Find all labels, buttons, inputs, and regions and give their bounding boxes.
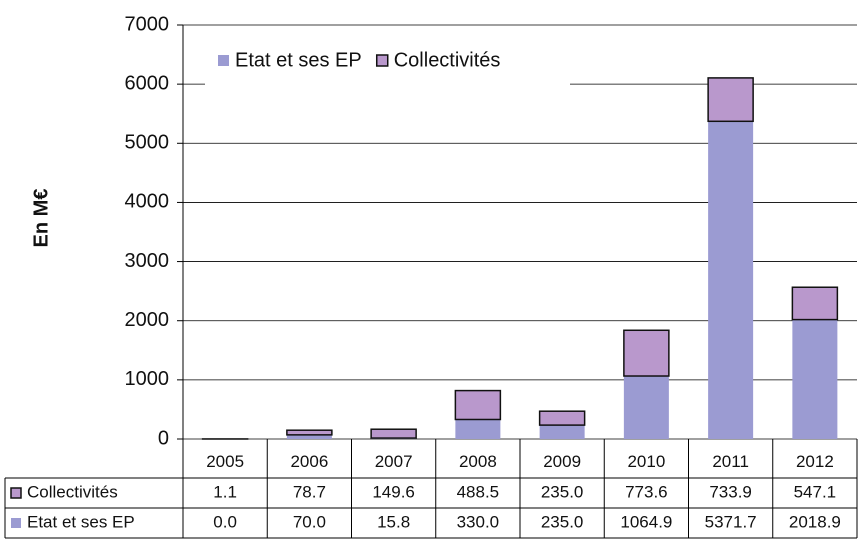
table-value: 5371.7 — [705, 512, 757, 531]
bar-segment — [286, 429, 333, 436]
bar-segment — [538, 410, 586, 426]
y-tick-label: 5000 — [125, 132, 170, 154]
table-value: 547.1 — [794, 482, 837, 501]
table-value: 733.9 — [709, 482, 752, 501]
table-value: 330.0 — [457, 512, 500, 531]
table-value: 78.7 — [293, 482, 326, 501]
bar-segment — [455, 419, 501, 439]
x-tick-label: 2005 — [206, 452, 244, 471]
table-value: 0.0 — [213, 512, 237, 531]
x-tick-label: 2009 — [543, 452, 581, 471]
table-row-label: Etat et ses EP — [27, 512, 135, 531]
legend-label: Collectivités — [394, 49, 501, 71]
bar-segment — [370, 428, 417, 439]
x-tick-label: 2010 — [627, 452, 665, 471]
bar-segment — [286, 434, 332, 439]
table-value: 235.0 — [541, 482, 584, 501]
table-value: 70.0 — [293, 512, 326, 531]
y-tick-label: 2000 — [125, 309, 170, 331]
bar-segment — [454, 389, 502, 421]
y-tick-label: 0 — [158, 427, 169, 449]
table-value: 1.1 — [213, 482, 237, 501]
x-tick-label: 2012 — [796, 452, 834, 471]
bar-segment — [623, 329, 670, 377]
table-row-label: Collectivités — [27, 482, 118, 501]
bar-segment — [539, 425, 585, 439]
bar-segment — [707, 77, 754, 123]
table-value: 15.8 — [377, 512, 410, 531]
table-value: 488.5 — [457, 482, 500, 501]
table-value: 149.6 — [372, 482, 415, 501]
bar-segment — [708, 121, 754, 440]
y-axis-label: En M€ — [30, 189, 52, 248]
x-tick-label: 2008 — [459, 452, 497, 471]
table-legend-swatch — [10, 487, 22, 499]
table-value: 1064.9 — [620, 512, 672, 531]
y-tick-label: 4000 — [125, 191, 170, 213]
y-tick-label: 3000 — [125, 250, 170, 272]
table-legend-swatch — [11, 518, 21, 528]
table-value: 2018.9 — [789, 512, 841, 531]
table-value: 773.6 — [625, 482, 668, 501]
bar-segment — [791, 286, 839, 321]
y-tick-label: 1000 — [125, 368, 170, 390]
x-tick-label: 2011 — [712, 452, 749, 471]
legend-swatch — [218, 55, 229, 66]
bar-segment — [792, 319, 838, 439]
bar-segment — [623, 376, 669, 439]
table-value: 235.0 — [541, 512, 584, 531]
x-tick-label: 2006 — [290, 452, 328, 471]
x-tick-label: 2007 — [375, 452, 413, 471]
legend-label: Etat et ses EP — [235, 49, 362, 71]
y-tick-label: 7000 — [125, 13, 170, 35]
y-tick-label: 6000 — [125, 72, 170, 94]
legend-swatch — [375, 54, 389, 67]
